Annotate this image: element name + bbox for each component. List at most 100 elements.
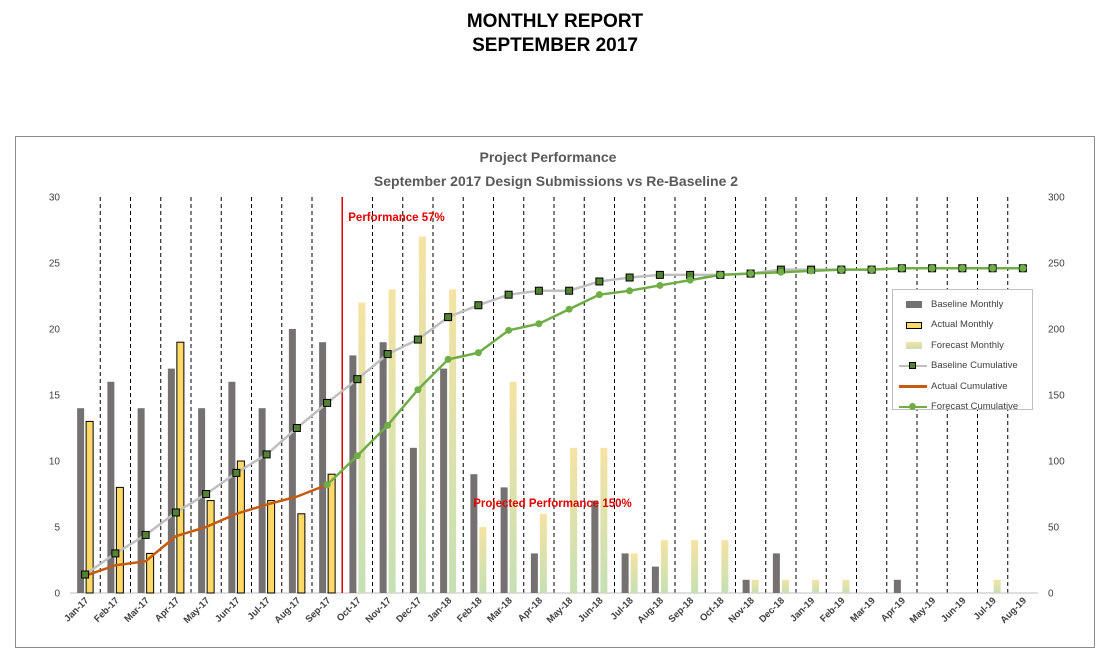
marker-baseline-cumulative — [141, 530, 150, 539]
bar-baseline-monthly — [742, 579, 750, 593]
x-tick-label: Feb-17 — [92, 595, 121, 624]
bar-baseline-monthly — [137, 408, 145, 593]
annotation-label: Performance 57% — [348, 212, 445, 224]
bar-baseline-monthly — [258, 408, 266, 593]
legend-item-baseline-monthly: Baseline Monthly — [893, 294, 1032, 315]
legend-label: Baseline Cumulative — [931, 360, 1018, 372]
x-tick-label: Nov-18 — [727, 595, 757, 625]
chart-title: Project Performance — [480, 149, 617, 165]
x-tick-label: May-19 — [908, 595, 939, 626]
marker-baseline-cumulative — [474, 301, 483, 310]
y-left-tick-label: 30 — [49, 193, 61, 204]
legend-label: Actual Cumulative — [931, 380, 1008, 392]
y-left-tick-label: 20 — [49, 325, 61, 336]
legend-item-forecast-cumulative: Forecast Cumulative — [893, 397, 1032, 418]
legend-item-forecast-monthly: Forecast Monthly — [893, 335, 1032, 356]
bar-actual-monthly — [297, 513, 306, 594]
y-right-tick-label: 0 — [1048, 589, 1054, 600]
y-left-tick-label: 25 — [49, 259, 61, 270]
marker-baseline-cumulative — [232, 468, 241, 477]
bar-baseline-monthly — [77, 408, 85, 593]
marker-forecast-cumulative — [989, 264, 997, 272]
marker-baseline-cumulative — [383, 350, 392, 359]
bar-forecast-monthly — [660, 540, 668, 593]
marker-baseline-cumulative — [655, 270, 664, 279]
x-tick-label: Apr-18 — [516, 595, 545, 624]
legend-swatch-baseline-monthly — [899, 298, 927, 310]
y-right-tick-label: 300 — [1048, 193, 1065, 204]
marker-baseline-cumulative — [534, 286, 543, 295]
marker-forecast-cumulative — [626, 287, 634, 295]
x-tick-label: Jul-18 — [609, 595, 636, 622]
bar-actual-monthly — [115, 486, 124, 594]
marker-forecast-cumulative — [414, 386, 422, 394]
bar-forecast-monthly — [449, 289, 457, 593]
bar-baseline-monthly — [228, 381, 236, 593]
bar-baseline-monthly — [470, 474, 478, 593]
x-tick-label: Aug-17 — [272, 595, 303, 626]
bar-baseline-monthly — [198, 408, 206, 593]
marker-baseline-cumulative — [262, 450, 271, 459]
legend-label: Actual Monthly — [931, 319, 994, 331]
bar-forecast-monthly — [781, 579, 789, 593]
bar-forecast-monthly — [721, 540, 729, 593]
bar-baseline-monthly — [440, 368, 448, 593]
legend-swatch-forecast-monthly — [899, 339, 927, 351]
y-right-tick-label: 250 — [1048, 259, 1065, 270]
x-tick-label: Jun-19 — [939, 595, 968, 624]
marker-forecast-cumulative — [898, 264, 906, 272]
x-tick-label: Jan-17 — [62, 595, 91, 624]
x-tick-label: Jun-17 — [213, 595, 242, 624]
bar-baseline-monthly — [319, 342, 327, 593]
bar-baseline-monthly — [591, 500, 599, 593]
bar-forecast-monthly — [751, 579, 759, 593]
line-actual-cumulative — [84, 483, 328, 578]
x-tick-label: Jul-19 — [972, 595, 999, 622]
x-tick-label: Oct-18 — [698, 595, 727, 624]
marker-forecast-cumulative — [595, 291, 603, 299]
marker-baseline-cumulative — [353, 375, 362, 384]
bar-baseline-monthly — [530, 553, 538, 593]
bar-actual-monthly — [176, 341, 185, 594]
legend-item-actual-cumulative: Actual Cumulative — [893, 376, 1032, 397]
bar-actual-monthly — [85, 420, 94, 594]
bar-baseline-monthly — [409, 447, 417, 593]
x-tick-label: Mar-18 — [485, 595, 514, 624]
marker-baseline-cumulative — [625, 273, 634, 282]
marker-forecast-cumulative — [777, 268, 785, 276]
legend-swatch-baseline-cumulative — [899, 360, 927, 372]
x-tick-label: Sep-18 — [666, 595, 696, 625]
marker-forecast-cumulative — [656, 281, 664, 289]
marker-baseline-cumulative — [81, 570, 90, 579]
x-tick-label: Nov-17 — [364, 595, 394, 625]
bar-actual-monthly — [236, 460, 245, 594]
x-tick-label: Feb-18 — [455, 595, 484, 624]
report-subtitle: SEPTEMBER 2017 — [472, 35, 638, 56]
marker-forecast-cumulative — [474, 349, 482, 357]
report-header: MONTHLY REPORT SEPTEMBER 2017 — [0, 10, 1110, 58]
bar-baseline-monthly — [349, 355, 357, 593]
x-tick-label: Jul-17 — [246, 595, 273, 622]
chart-subtitle: September 2017 Design Submissions vs Re-… — [374, 173, 738, 189]
marker-forecast-cumulative — [958, 264, 966, 272]
bar-actual-monthly — [327, 473, 336, 594]
legend-label: Baseline Monthly — [931, 298, 1004, 310]
marker-baseline-cumulative — [565, 286, 574, 295]
x-tick-label: Jan-18 — [425, 595, 454, 624]
bar-forecast-monthly — [418, 236, 426, 593]
marker-baseline-cumulative — [444, 313, 453, 322]
marker-forecast-cumulative — [444, 355, 452, 363]
y-right-tick-label: 50 — [1048, 523, 1060, 534]
legend-swatch-forecast-cumulative — [899, 401, 927, 413]
bar-baseline-monthly — [379, 342, 387, 593]
marker-forecast-cumulative — [868, 266, 876, 274]
x-tick-label: Dec-18 — [757, 595, 787, 625]
bar-baseline-monthly — [288, 329, 296, 593]
y-left-tick-label: 15 — [49, 391, 61, 402]
marker-baseline-cumulative — [292, 424, 301, 432]
x-tick-label: Oct-17 — [335, 595, 364, 624]
x-tick-label: Aug-19 — [998, 595, 1029, 626]
x-tick-label: Mar-17 — [122, 595, 151, 624]
x-tick-label: Jan-19 — [788, 595, 817, 624]
